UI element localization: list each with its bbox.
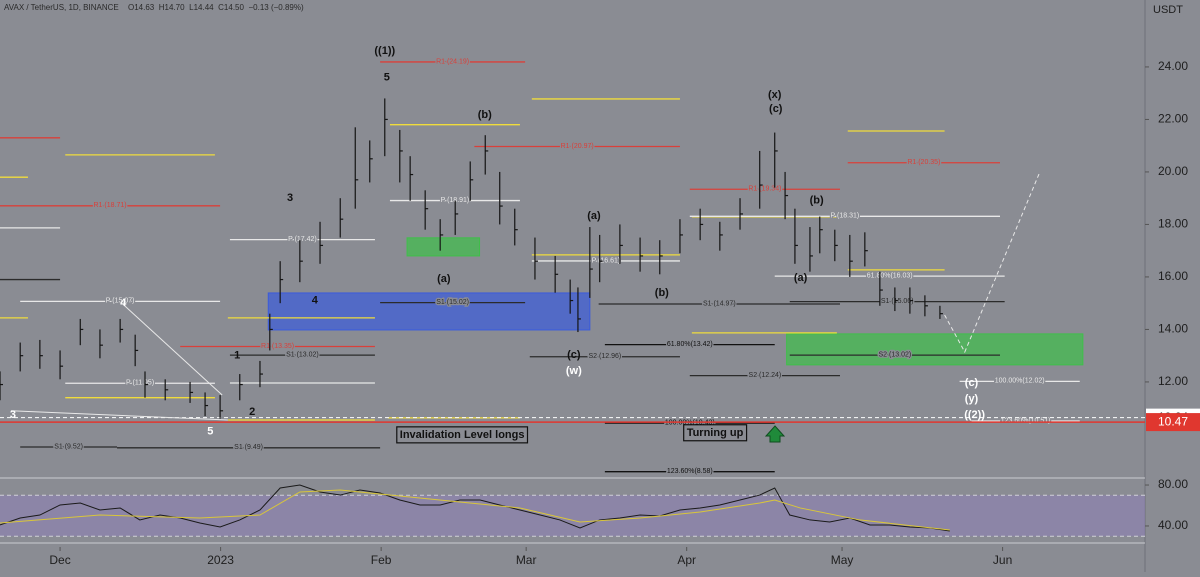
level-label: S1 (15.02) — [436, 299, 469, 306]
wave-label: (b) — [478, 109, 492, 121]
level-label: 100.00%(12.02) — [995, 378, 1045, 385]
wave-label: 4 — [312, 294, 319, 306]
level-label: S1 (14.97) — [703, 300, 736, 307]
change: −0.13 (−0.89%) — [249, 3, 304, 12]
y-tick-label: 80.00 — [1158, 477, 1188, 491]
symbol: AVAX / TetherUS, 1D, BINANCE — [4, 3, 119, 12]
wave-label: 1 — [234, 350, 240, 362]
level-label: S2 (13.02) — [879, 351, 912, 358]
y-tick-label: 24.00 — [1158, 59, 1188, 73]
level-label: S1 (13.02) — [286, 351, 319, 358]
wave-label: (w) — [566, 365, 582, 377]
rsi-line — [0, 489, 950, 531]
level-label: 61.80%(13.42) — [667, 341, 713, 348]
x-tick-label: May — [831, 553, 854, 567]
wave-label: 5 — [207, 426, 213, 438]
zone — [406, 237, 481, 257]
text-box-label: Invalidation Level longs — [400, 429, 525, 441]
level-label: P (18.31) — [831, 213, 860, 220]
level-label: S1 (9.49) — [234, 444, 263, 451]
level-label: P (16.61) — [592, 257, 621, 264]
wave-label: ((1)) — [374, 45, 395, 57]
wave-label: (y) — [965, 393, 979, 405]
level-label: R1 (13.35) — [261, 343, 294, 350]
level-label: 123.60%(8.58) — [667, 468, 713, 475]
unit: USDT — [1153, 4, 1183, 16]
wave-label: (b) — [810, 195, 824, 207]
y-tick-label: 12.00 — [1158, 374, 1188, 388]
wave-label: 3 — [287, 192, 293, 204]
wave-label: 2 — [249, 406, 255, 418]
text-box — [396, 426, 529, 444]
level-label: R1 (18.71) — [94, 202, 127, 209]
y-tick-label: 14.00 — [1158, 322, 1188, 336]
y-tick-label: 40.00 — [1158, 518, 1188, 532]
wave-label: (x) — [768, 89, 782, 101]
y-tick-label: 18.00 — [1158, 217, 1188, 231]
x-tick-label: Dec — [49, 553, 70, 567]
level-label: P (18.91) — [441, 197, 470, 204]
ohlc-value: H14.70 — [159, 3, 185, 12]
wave-label: (c) — [567, 349, 581, 361]
ohlc-value: L14.44 — [189, 3, 214, 12]
level-label: R1 (20.97) — [561, 143, 594, 150]
zone — [786, 333, 1084, 366]
trendline — [10, 410, 228, 421]
wave-label: (c) — [965, 377, 979, 389]
up-arrow — [764, 425, 786, 443]
level-label: P (11.95) — [126, 380, 154, 387]
y-tick-label: 20.00 — [1158, 164, 1188, 178]
price-marker-box — [1146, 413, 1200, 432]
level-label: S1 (15.06) — [881, 298, 914, 305]
wave-label: (a) — [587, 210, 601, 222]
text-box — [683, 424, 748, 442]
rsi-band — [0, 495, 1145, 537]
ohlc-value: O14.63 — [128, 3, 155, 12]
x-tick-label: Mar — [516, 553, 537, 567]
level-label: P (17.42) — [288, 236, 317, 243]
level-label: P (15.07) — [106, 298, 135, 305]
wave-label: 4 — [120, 297, 127, 309]
trendline — [122, 304, 223, 396]
y-tick-label: 22.00 — [1158, 112, 1188, 126]
price-marker-label: 10.47 — [1158, 414, 1188, 428]
rsi-line — [0, 484, 950, 532]
text-box-label: Turning up — [687, 427, 744, 439]
trendline — [944, 171, 1041, 354]
level-label: R1 (20.35) — [907, 159, 940, 166]
x-tick-label: Jun — [993, 553, 1012, 567]
x-tick-label: Apr — [677, 553, 696, 567]
wave-label: 5 — [384, 71, 390, 83]
level-label: R1 (19.34) — [748, 186, 781, 193]
level-label: 61.80%(16.03) — [867, 272, 913, 279]
wave-label: (c) — [769, 103, 783, 115]
x-tick-label: 2023 — [207, 553, 234, 567]
wave-label: (a) — [794, 272, 808, 284]
wave-label: (a) — [437, 273, 451, 285]
zone — [267, 292, 591, 331]
level-label: S2 (12.96) — [589, 353, 622, 360]
level-label: S1 (9.52) — [54, 443, 83, 450]
level-label: R1 (24.19) — [436, 58, 469, 65]
x-tick-label: Feb — [371, 553, 392, 567]
wave-label: ((2)) — [964, 409, 985, 421]
y-tick-label: 16.00 — [1158, 269, 1188, 283]
level-label: 123.60%(10.51) — [1001, 417, 1051, 424]
ohlc-value: C14.50 — [218, 3, 244, 12]
wave-label: 3 — [10, 409, 16, 421]
wave-label: (b) — [655, 287, 669, 299]
level-label: 100.00%(10.43) — [665, 419, 715, 426]
level-label: S2 (12.24) — [749, 372, 782, 379]
